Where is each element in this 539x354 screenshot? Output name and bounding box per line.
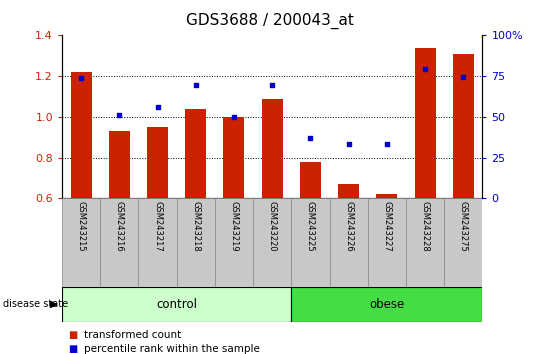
- Text: GSM243217: GSM243217: [153, 201, 162, 252]
- Bar: [109, 131, 130, 198]
- Bar: [444, 198, 482, 289]
- Text: GSM243275: GSM243275: [459, 201, 468, 252]
- Bar: [215, 198, 253, 289]
- Point: [383, 142, 391, 147]
- Bar: [185, 109, 206, 198]
- Point: [459, 74, 468, 80]
- Point: [191, 82, 200, 88]
- Bar: [291, 287, 482, 322]
- Point: [306, 135, 315, 141]
- Bar: [62, 287, 291, 322]
- Bar: [291, 198, 329, 289]
- Point: [421, 66, 430, 72]
- Text: transformed count: transformed count: [84, 330, 181, 339]
- Text: percentile rank within the sample: percentile rank within the sample: [84, 344, 259, 354]
- Text: GSM243220: GSM243220: [268, 201, 277, 252]
- Point: [230, 114, 238, 120]
- Bar: [100, 198, 139, 289]
- Text: control: control: [156, 298, 197, 311]
- Text: GDS3688 / 200043_at: GDS3688 / 200043_at: [185, 12, 354, 29]
- Text: GSM243218: GSM243218: [191, 201, 201, 252]
- Point: [77, 75, 85, 81]
- Text: GSM243216: GSM243216: [115, 201, 124, 252]
- Bar: [376, 194, 397, 198]
- Bar: [262, 98, 283, 198]
- Bar: [139, 198, 177, 289]
- Point: [344, 142, 353, 147]
- Bar: [329, 198, 368, 289]
- Bar: [71, 72, 92, 198]
- Bar: [338, 184, 359, 198]
- Text: GSM243226: GSM243226: [344, 201, 353, 252]
- Text: GSM243225: GSM243225: [306, 201, 315, 252]
- Point: [153, 104, 162, 109]
- Bar: [147, 127, 168, 198]
- Bar: [300, 161, 321, 198]
- Text: GSM243215: GSM243215: [77, 201, 86, 252]
- Text: obese: obese: [369, 298, 404, 311]
- Bar: [406, 198, 444, 289]
- Text: GSM243227: GSM243227: [382, 201, 391, 252]
- Bar: [177, 198, 215, 289]
- Bar: [453, 54, 474, 198]
- Text: ■: ■: [68, 330, 78, 339]
- Point: [268, 82, 277, 88]
- Point: [115, 112, 123, 118]
- Text: GSM243219: GSM243219: [230, 201, 238, 252]
- Text: disease state: disease state: [3, 299, 68, 309]
- Bar: [253, 198, 291, 289]
- Bar: [414, 47, 436, 198]
- Text: ■: ■: [68, 344, 78, 354]
- Bar: [368, 198, 406, 289]
- Bar: [224, 117, 245, 198]
- Text: GSM243228: GSM243228: [420, 201, 430, 252]
- Bar: [62, 198, 100, 289]
